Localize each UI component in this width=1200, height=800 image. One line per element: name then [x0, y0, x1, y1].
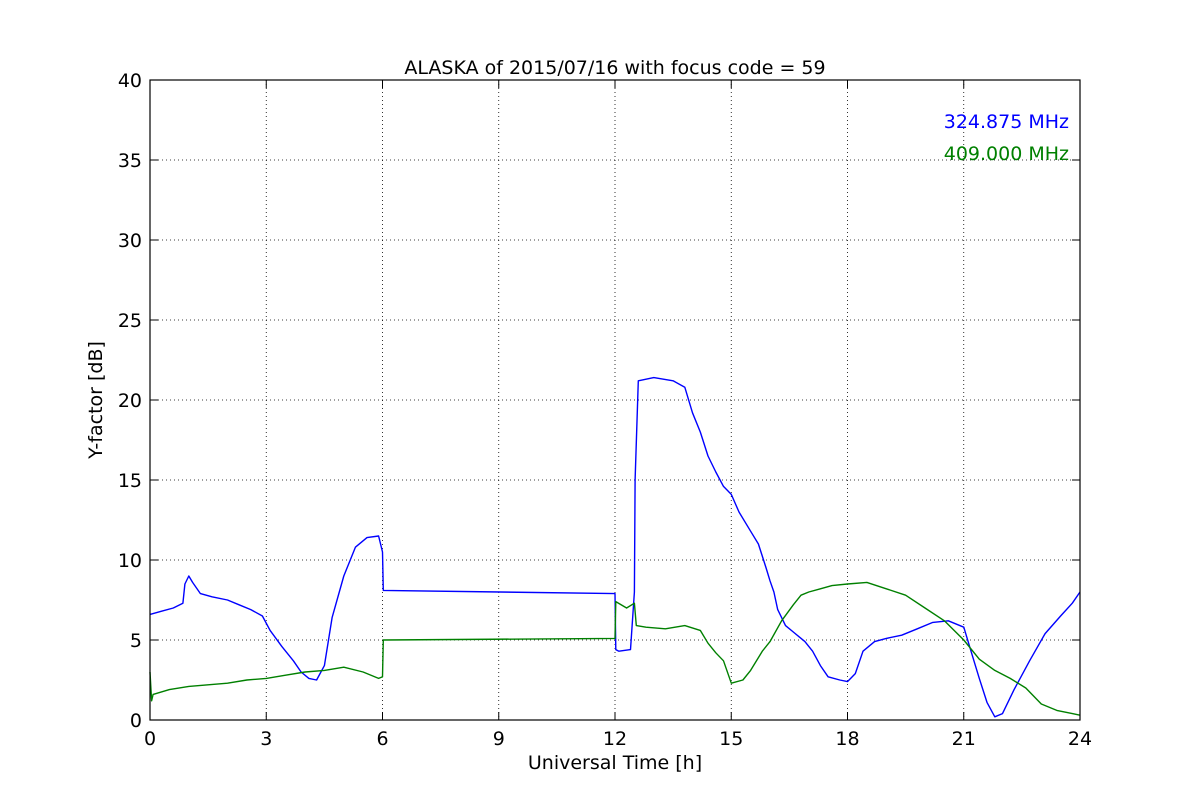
series-layer: [149, 376, 1081, 718]
ticks: 0 3 6 9 12 15 18 21 24 0 5 10 15 20 25 30 35 40: [118, 70, 1092, 750]
x-tick-label: 12: [603, 728, 627, 750]
legend: 324.875 MHz 409.000 MHz: [944, 111, 1069, 165]
y-tick-label: 10: [118, 550, 142, 572]
x-tick-label: 9: [493, 728, 505, 750]
y-tick-label: 5: [130, 630, 142, 652]
y-tick-label: 20: [118, 390, 142, 412]
y-axis-label: Y-factor [dB]: [85, 341, 107, 460]
x-tick-label: 15: [719, 728, 743, 750]
y-tick-label: 15: [118, 470, 142, 492]
x-tick-label: 24: [1068, 728, 1092, 750]
x-tick-label: 6: [376, 728, 388, 750]
x-axis-label: Universal Time [h]: [528, 752, 702, 774]
y-tick-label: 40: [118, 70, 142, 92]
x-tick-label: 21: [952, 728, 976, 750]
x-tick-label: 18: [835, 728, 859, 750]
y-tick-label: 25: [118, 310, 142, 332]
y-tick-label: 35: [118, 150, 142, 172]
y-tick-label: 30: [118, 230, 142, 252]
series-line-1: [149, 581, 1081, 716]
y-tick-label: 0: [130, 710, 142, 732]
legend-entry-0: 324.875 MHz: [944, 111, 1069, 133]
x-tick-label: 3: [260, 728, 272, 750]
legend-entry-1: 409.000 MHz: [944, 143, 1069, 165]
x-tick-label: 0: [144, 728, 156, 750]
series-line-0: [149, 376, 1081, 718]
chart-title: ALASKA of 2015/07/16 with focus code = 5…: [404, 57, 825, 79]
